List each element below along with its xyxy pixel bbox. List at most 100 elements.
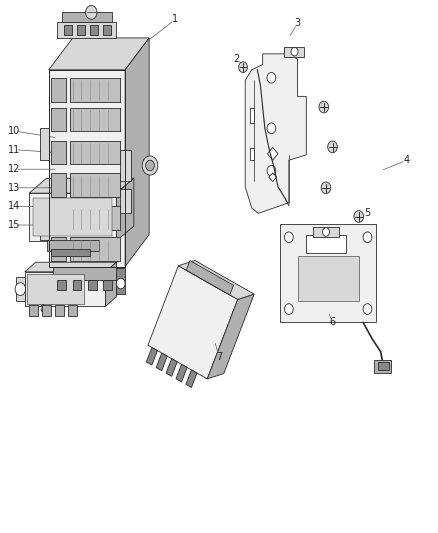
Polygon shape <box>146 348 157 365</box>
Polygon shape <box>166 359 177 376</box>
Bar <box>68 305 77 316</box>
Circle shape <box>285 232 293 243</box>
Text: 9: 9 <box>35 219 41 229</box>
Polygon shape <box>156 353 167 370</box>
Text: 2: 2 <box>233 54 240 64</box>
Bar <box>250 108 254 123</box>
Polygon shape <box>25 272 106 306</box>
Polygon shape <box>29 178 134 193</box>
Polygon shape <box>49 38 149 70</box>
Bar <box>51 249 90 256</box>
Polygon shape <box>186 261 233 295</box>
Text: 15: 15 <box>7 220 20 230</box>
Polygon shape <box>186 370 197 387</box>
Polygon shape <box>106 262 117 306</box>
Bar <box>306 235 346 253</box>
Bar <box>70 141 120 165</box>
Polygon shape <box>40 203 49 240</box>
Circle shape <box>319 101 328 113</box>
Bar <box>51 78 66 102</box>
Bar <box>70 206 120 230</box>
Text: 1: 1 <box>172 14 178 25</box>
Circle shape <box>239 62 247 72</box>
Polygon shape <box>125 38 149 266</box>
Circle shape <box>85 5 97 19</box>
Text: 3: 3 <box>294 18 300 28</box>
Polygon shape <box>117 178 134 241</box>
Bar <box>51 141 66 165</box>
Polygon shape <box>103 280 112 290</box>
Polygon shape <box>16 277 25 301</box>
Text: 10: 10 <box>8 126 20 136</box>
Polygon shape <box>269 173 277 181</box>
Bar <box>55 305 64 316</box>
Circle shape <box>363 232 372 243</box>
Text: 5: 5 <box>364 208 371 219</box>
Bar <box>70 78 120 102</box>
Bar <box>70 108 120 132</box>
Polygon shape <box>57 280 66 290</box>
Bar <box>374 360 391 373</box>
Text: 7: 7 <box>216 352 222 362</box>
Polygon shape <box>148 266 238 379</box>
Text: 12: 12 <box>7 164 20 174</box>
Polygon shape <box>88 280 97 290</box>
Bar <box>33 198 112 236</box>
Polygon shape <box>268 148 278 160</box>
Bar <box>378 362 389 370</box>
Text: 14: 14 <box>8 201 20 212</box>
Bar <box>51 173 66 197</box>
Bar <box>117 268 125 294</box>
Bar <box>77 25 85 35</box>
Polygon shape <box>25 262 117 272</box>
Text: 6: 6 <box>329 317 336 327</box>
Polygon shape <box>245 54 306 213</box>
Polygon shape <box>53 266 121 280</box>
Circle shape <box>354 211 364 222</box>
Circle shape <box>267 165 276 176</box>
Polygon shape <box>49 70 125 266</box>
Circle shape <box>146 160 154 171</box>
Text: 13: 13 <box>8 183 20 193</box>
Circle shape <box>321 182 331 193</box>
Circle shape <box>142 156 158 175</box>
Circle shape <box>322 228 329 236</box>
Bar <box>70 173 120 197</box>
Text: 11: 11 <box>8 144 20 155</box>
Bar <box>285 47 304 56</box>
Bar <box>42 305 51 316</box>
Bar <box>64 25 72 35</box>
Polygon shape <box>178 261 254 300</box>
Circle shape <box>285 304 293 314</box>
Bar <box>51 206 66 230</box>
Bar <box>46 240 99 251</box>
Bar <box>90 25 98 35</box>
Bar <box>29 305 38 316</box>
Bar <box>250 149 254 160</box>
Polygon shape <box>29 193 117 241</box>
Circle shape <box>117 278 125 289</box>
Circle shape <box>291 47 298 56</box>
Bar <box>62 12 112 22</box>
Text: 4: 4 <box>404 155 410 165</box>
Bar <box>51 237 66 261</box>
Circle shape <box>328 141 337 153</box>
Polygon shape <box>176 365 187 382</box>
Bar <box>280 224 376 322</box>
Bar <box>313 227 339 237</box>
Bar <box>51 108 66 132</box>
Bar <box>57 22 117 38</box>
Circle shape <box>15 282 25 295</box>
Circle shape <box>363 304 372 314</box>
Circle shape <box>267 123 276 134</box>
Bar <box>70 237 120 261</box>
Text: 8: 8 <box>39 304 45 314</box>
Circle shape <box>267 72 276 83</box>
Polygon shape <box>73 280 81 290</box>
Polygon shape <box>207 294 254 379</box>
Bar <box>27 274 84 304</box>
Polygon shape <box>40 128 49 160</box>
Bar <box>120 150 131 181</box>
Bar <box>103 25 111 35</box>
Bar <box>297 256 359 301</box>
